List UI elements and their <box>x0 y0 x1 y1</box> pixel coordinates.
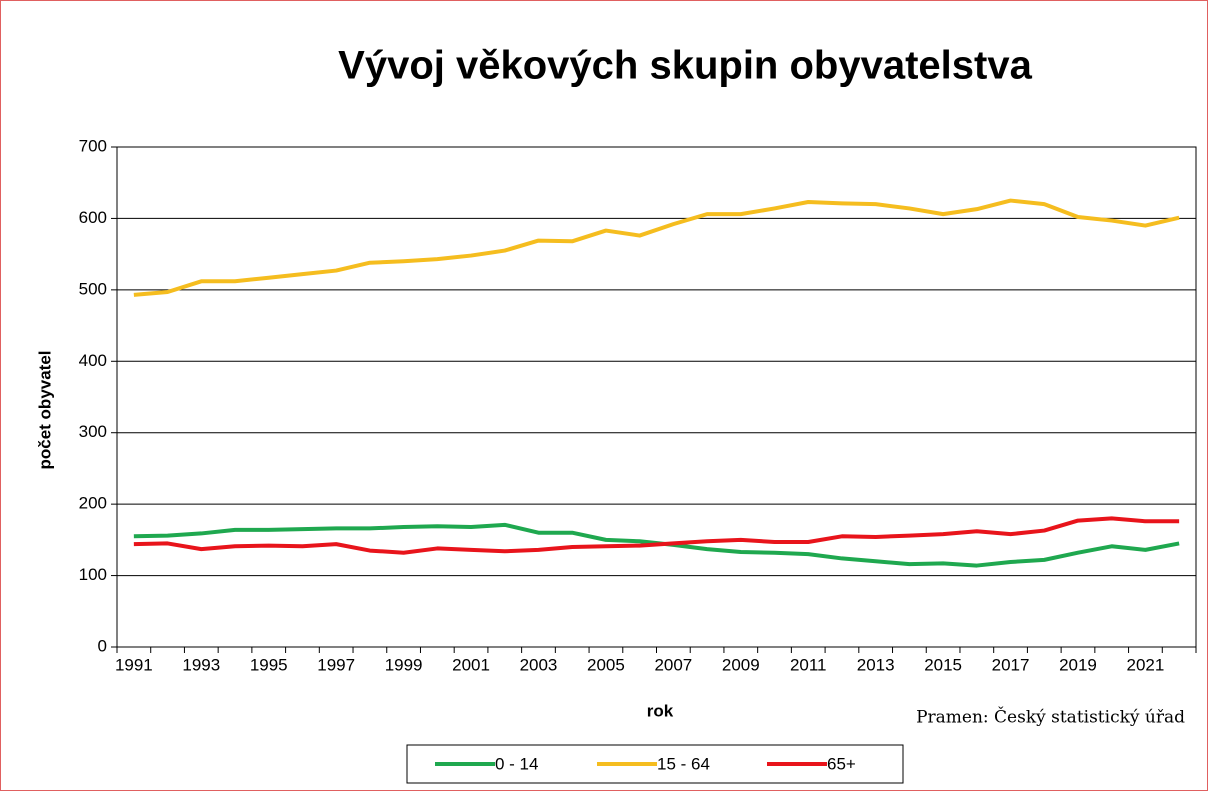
x-tick-label: 2013 <box>857 655 895 674</box>
x-axis-label: rok <box>647 701 674 720</box>
y-tick-label: 400 <box>79 351 107 370</box>
x-tick-label: 2009 <box>722 655 760 674</box>
legend-label: 65+ <box>827 754 856 773</box>
x-tick-label: 1995 <box>250 655 288 674</box>
x-tick-label: 2017 <box>992 655 1030 674</box>
x-tick-label: 1991 <box>115 655 153 674</box>
x-tick-label: 1997 <box>317 655 355 674</box>
y-tick-label: 200 <box>79 494 107 513</box>
y-tick-label: 700 <box>79 136 107 155</box>
x-tick-label: 2007 <box>654 655 692 674</box>
series-line <box>133 198 1180 297</box>
y-tick-label: 600 <box>79 208 107 227</box>
x-tick-label: 2015 <box>924 655 962 674</box>
y-tick-label: 300 <box>79 422 107 441</box>
y-tick-label: 100 <box>79 565 107 584</box>
plot-area <box>116 146 1197 648</box>
y-tick-label: 0 <box>98 636 107 655</box>
legend-label: 0 - 14 <box>495 754 538 773</box>
x-tick-label: 2001 <box>452 655 490 674</box>
x-tick-label: 2021 <box>1127 655 1165 674</box>
x-tick-label: 1993 <box>182 655 220 674</box>
y-axis-label: počet obyvatel <box>35 350 54 469</box>
chart-title: Vývoj věkových skupin obyvatelstva <box>338 44 1032 88</box>
x-tick-label: 2003 <box>520 655 558 674</box>
series-line <box>133 516 1180 555</box>
y-tick-label: 500 <box>79 279 107 298</box>
x-tick-label: 1999 <box>385 655 423 674</box>
source-note: Pramen: Český statistický úřad <box>916 707 1185 728</box>
x-tick-label: 2019 <box>1059 655 1097 674</box>
x-tick-label: 2011 <box>790 655 827 674</box>
x-tick-label: 2005 <box>587 655 625 674</box>
legend-label: 15 - 64 <box>657 754 710 773</box>
